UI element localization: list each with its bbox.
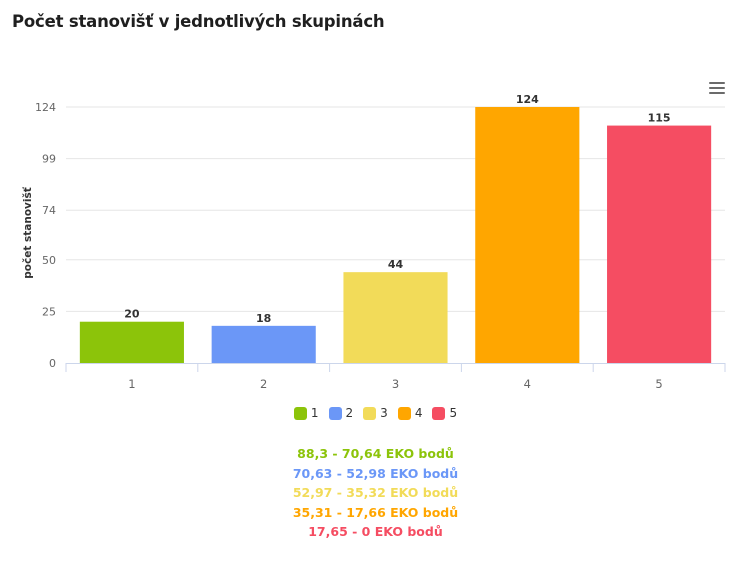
legend-label: 4 [414,406,423,420]
score-range-note: 70,63 - 52,98 EKO bodů [292,465,459,481]
score-range-note: 17,65 - 0 EKO bodů [308,524,443,540]
x-tick-label: 2 [260,377,267,391]
bar [607,125,712,363]
legend-label: 2 [345,406,354,420]
legend-label: 1 [310,406,319,420]
x-tick-label: 5 [655,377,662,391]
hamburger-menu-icon[interactable] [709,82,725,96]
y-tick-label: 99 [42,153,56,166]
y-tick-label: 74 [42,204,56,217]
score-ranges: 88,3 - 70,64 EKO bodů 70,63 - 52,98 EKO b… [0,444,751,542]
bar [343,272,448,363]
chart-title: Počet stanovišť v jednotlivých skupinách [12,12,385,31]
y-tick-label: 25 [42,305,56,318]
score-range-note: 35,31 - 17,66 EKO bodů [292,504,459,520]
y-tick-label: 124 [35,101,56,114]
data-label: 115 [648,112,671,125]
bar [79,321,184,363]
data-label: 44 [388,258,404,271]
data-label: 124 [516,93,539,106]
bar [211,325,316,363]
x-tick-label: 3 [392,377,399,391]
legend-item[interactable]: 1 [293,406,319,420]
data-label: 18 [256,312,271,325]
menu-line [709,92,725,94]
legend-swatch [328,406,342,420]
x-tick-label: 1 [128,377,135,391]
legend-swatch [363,406,377,420]
bar [475,107,580,363]
legend-item[interactable]: 2 [328,406,354,420]
legend-swatch [293,406,307,420]
legend-item[interactable]: 3 [363,406,388,420]
legend-item[interactable]: 4 [397,406,423,420]
y-axis-title: počet stanovišť [22,186,34,278]
data-label: 20 [124,308,140,321]
legend-swatch [432,406,446,420]
legend-swatch [397,406,411,420]
y-tick-label: 0 [49,357,56,370]
menu-line [709,82,725,84]
x-tick-label: 4 [524,377,531,391]
legend-label: 3 [380,406,388,420]
chart-legend: 1 2 3 4 5 [0,406,751,420]
y-tick-label: 50 [42,254,56,267]
legend-label: 5 [449,406,458,420]
score-range-note: 88,3 - 70,64 EKO bodů [297,446,454,461]
score-range-note: 52,97 - 35,32 EKO bodů [292,485,459,501]
legend-item[interactable]: 5 [432,406,457,420]
bar-chart: 0 25 50 74 99 124 20 1 18 2 44 3 124 4 115 5 počet stano… [22,93,726,391]
menu-line [709,87,725,89]
